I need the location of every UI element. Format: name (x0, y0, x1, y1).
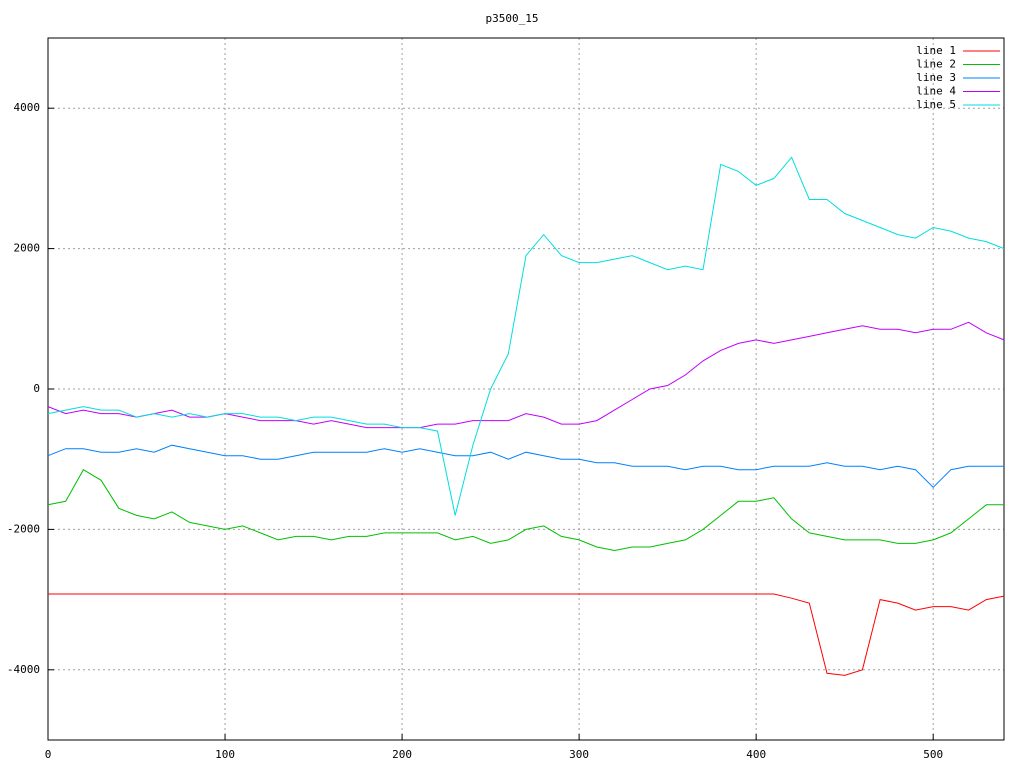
series-line (47, 469, 1004, 552)
x-tick-label: 500 (923, 748, 943, 761)
x-tick-label: 400 (746, 748, 766, 761)
x-tick-label: 0 (45, 748, 52, 761)
x-tick-label: 100 (215, 748, 235, 761)
chart-title: p3500_15 (486, 12, 539, 25)
plot-border (47, 37, 1005, 741)
series-line (47, 444, 1004, 489)
y-tick-label: -4000 (7, 663, 40, 676)
legend-label: line 4 (916, 85, 956, 98)
x-tick-label: 300 (569, 748, 589, 761)
y-tick-label: 4000 (14, 101, 41, 114)
x-tick-label: 200 (392, 748, 412, 761)
legend-label: line 3 (916, 71, 956, 84)
y-tick-label: 2000 (14, 242, 41, 255)
legend-label: line 1 (916, 44, 956, 57)
series-line (47, 156, 1005, 516)
legend-label: line 2 (916, 58, 956, 71)
y-tick-label: 0 (33, 382, 40, 395)
series-line (48, 593, 1005, 676)
legend-label: line 5 (916, 98, 956, 111)
y-tick-label: -2000 (7, 522, 40, 535)
series-line (47, 321, 1005, 429)
